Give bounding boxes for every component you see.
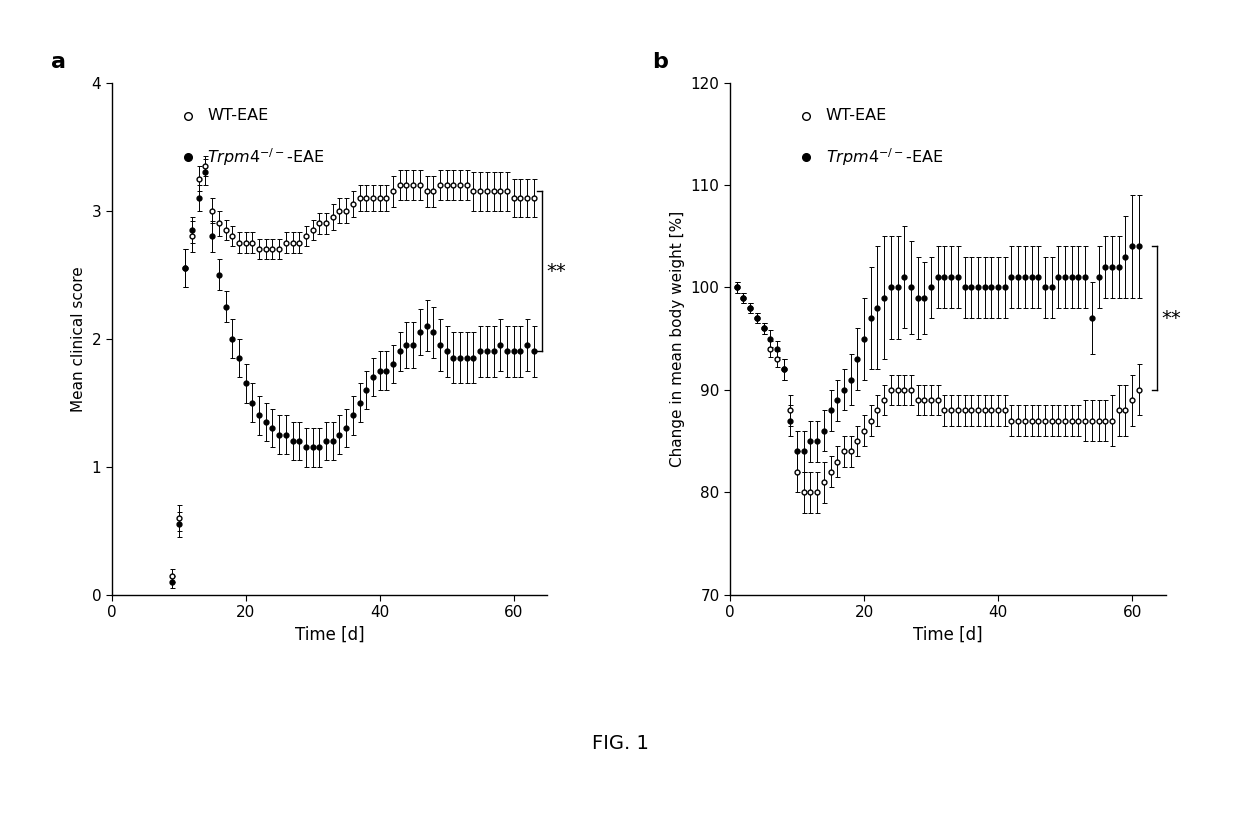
Text: WT-EAE: WT-EAE	[826, 108, 887, 123]
Text: **: **	[547, 262, 567, 281]
Text: **: **	[1162, 309, 1182, 328]
X-axis label: Time [d]: Time [d]	[913, 625, 982, 643]
Text: $\mathit{Trpm4^{-/-}}$-EAE: $\mathit{Trpm4^{-/-}}$-EAE	[207, 146, 325, 168]
Y-axis label: Mean clinical score: Mean clinical score	[71, 266, 86, 411]
Text: FIG. 1: FIG. 1	[591, 733, 649, 753]
Y-axis label: Change in mean body weight [%]: Change in mean body weight [%]	[670, 211, 686, 467]
Text: $\mathit{Trpm4^{-/-}}$-EAE: $\mathit{Trpm4^{-/-}}$-EAE	[826, 146, 944, 168]
Text: a: a	[51, 52, 66, 72]
Text: WT-EAE: WT-EAE	[207, 108, 269, 123]
X-axis label: Time [d]: Time [d]	[295, 625, 365, 643]
Text: b: b	[652, 52, 667, 72]
